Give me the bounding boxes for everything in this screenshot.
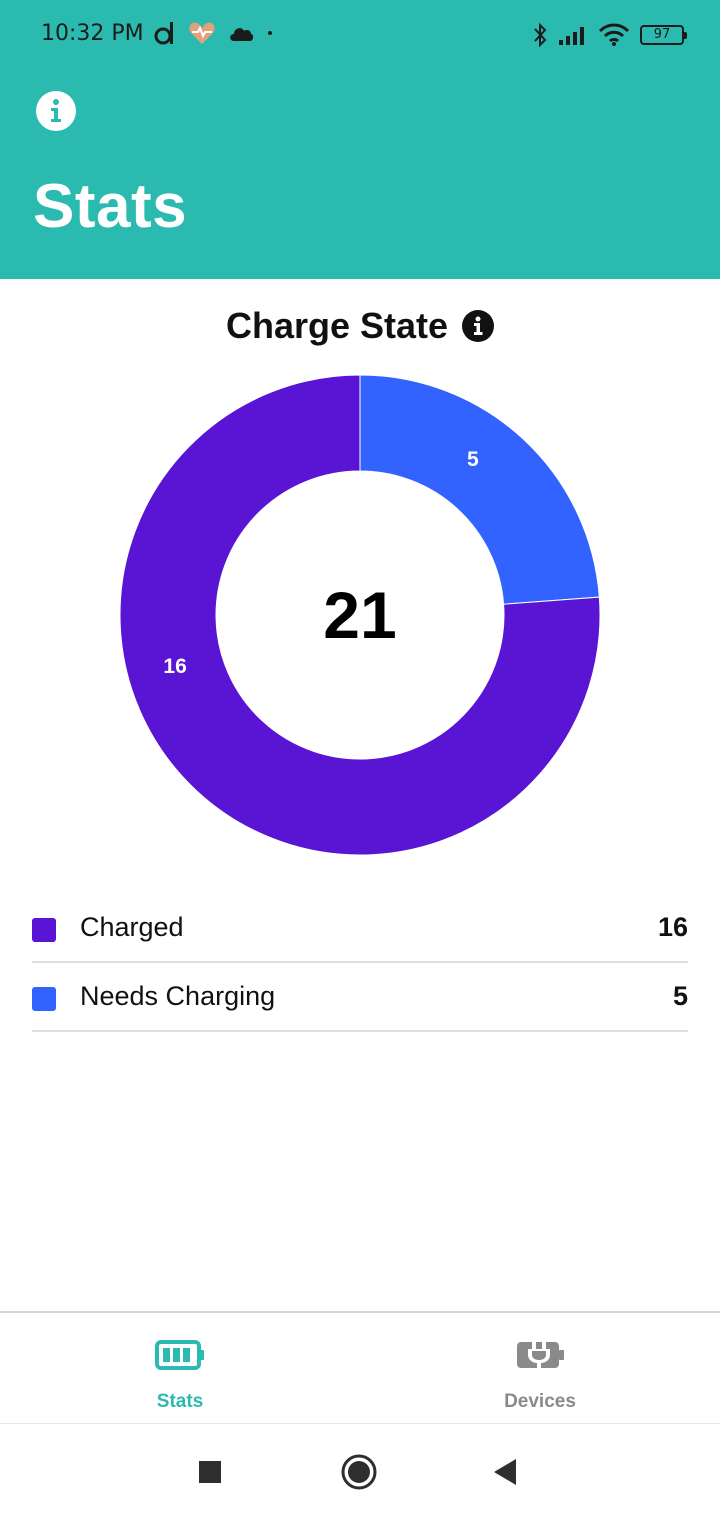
- tab-devices-label: Devices: [504, 1391, 576, 1412]
- bottom-navigation: Stats Devices: [0, 1311, 720, 1424]
- legend-row-needs-charging[interactable]: Needs Charging 5: [32, 963, 688, 1032]
- legend-row-charged[interactable]: Charged 16: [32, 894, 688, 963]
- plug-icon: [517, 1339, 564, 1371]
- signal-icon: [559, 27, 584, 45]
- legend-value: 5: [672, 981, 688, 1011]
- chart-info-icon[interactable]: [462, 310, 495, 342]
- chart-header: Charge State: [0, 305, 720, 347]
- page-title: Stats: [33, 172, 188, 241]
- d-app-icon: [154, 22, 173, 45]
- system-navigation-bar: [0, 1425, 720, 1520]
- wifi-icon: [598, 23, 630, 46]
- status-time: 10:32 PM: [41, 21, 144, 46]
- battery-icon: [155, 1340, 204, 1370]
- legend-label: Needs Charging: [80, 981, 276, 1011]
- back-icon[interactable]: [492, 1458, 518, 1486]
- chart-legend: Charged 16 Needs Charging 5: [32, 894, 688, 1032]
- notification-icons: [154, 20, 274, 46]
- bluetooth-icon: [534, 22, 547, 48]
- cloud-icon: [230, 28, 254, 41]
- legend-label: Charged: [80, 912, 184, 942]
- slice-value-label: 16: [163, 655, 186, 678]
- donut-slice-needs-charging[interactable]: [359, 374, 600, 605]
- slice-value-label: 5: [467, 448, 479, 471]
- charge-state-donut-chart: 5 16 21: [119, 374, 601, 856]
- legend-value: 16: [657, 912, 688, 942]
- heart-health-icon: [189, 22, 215, 44]
- recents-icon[interactable]: [198, 1460, 222, 1484]
- chart-title: Charge State: [225, 305, 449, 346]
- donut-slice-charged[interactable]: [119, 374, 601, 856]
- donut-center-total: 21: [323, 578, 396, 652]
- app-header: 10:32 PM 97 Stats: [0, 0, 720, 279]
- info-icon[interactable]: [36, 91, 76, 131]
- tab-stats[interactable]: Stats: [0, 1313, 360, 1424]
- tab-stats-label: Stats: [156, 1391, 204, 1412]
- legend-swatch: [32, 987, 56, 1011]
- home-icon[interactable]: [340, 1453, 378, 1491]
- system-status-icons: 97: [532, 22, 687, 48]
- tab-devices[interactable]: Devices: [360, 1313, 720, 1424]
- legend-swatch: [32, 918, 56, 942]
- dot-icon: [268, 31, 272, 35]
- battery-status: 97: [640, 25, 687, 45]
